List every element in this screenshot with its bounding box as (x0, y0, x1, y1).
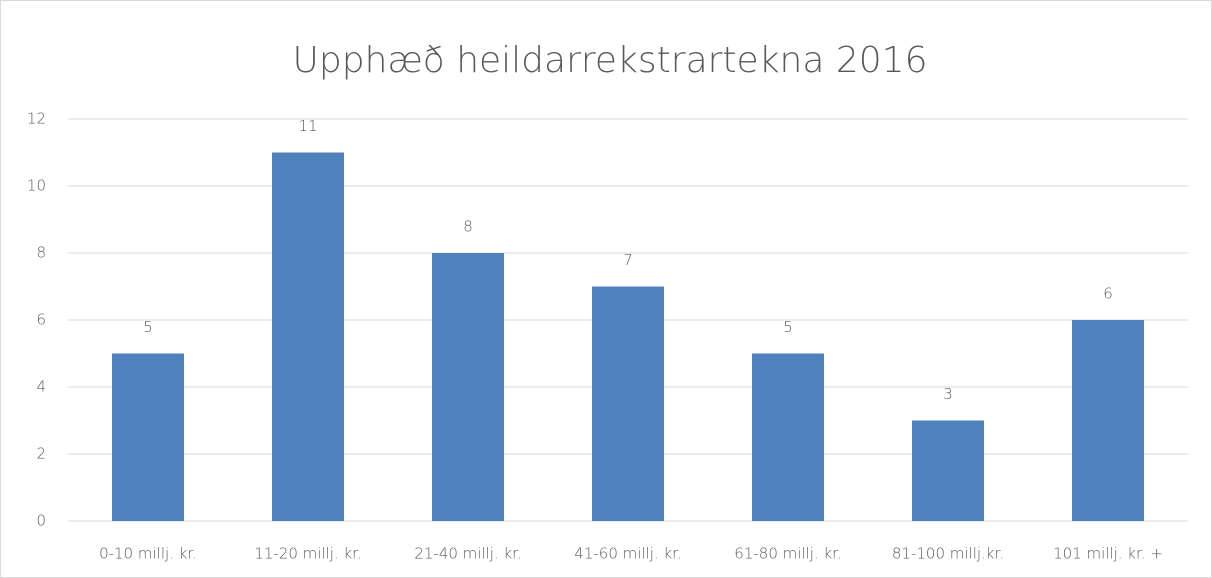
y-tick-label: 12 (27, 110, 46, 128)
y-tick-label: 4 (36, 378, 46, 396)
x-tick-label: 41-60 millj. kr. (574, 545, 681, 563)
y-tick-label: 0 (36, 512, 46, 530)
y-tick-label: 10 (27, 177, 46, 195)
x-tick-label: 11-20 millj. kr. (254, 545, 361, 563)
data-label: 8 (463, 218, 473, 236)
bar (272, 152, 344, 521)
x-tick-label: 0-10 millj. kr. (99, 545, 197, 563)
data-label: 6 (1103, 285, 1113, 303)
x-tick-label: 101 millj. kr. + (1053, 545, 1163, 563)
y-tick-label: 6 (36, 311, 46, 329)
bar (912, 420, 984, 521)
y-tick-label: 2 (36, 445, 46, 463)
x-tick-label: 21-40 millj. kr. (414, 545, 521, 563)
bar (432, 253, 504, 521)
x-tick-label: 81-100 millj.kr. (892, 545, 1004, 563)
chart-title: Upphæð heildarrekstrartekna 2016 (293, 40, 928, 81)
bar (752, 353, 824, 521)
y-tick-label: 8 (36, 244, 46, 262)
bar (112, 353, 184, 521)
data-label: 5 (783, 318, 793, 336)
data-label: 7 (623, 251, 633, 269)
x-tick-label: 61-80 millj. kr. (734, 545, 841, 563)
data-label: 5 (143, 318, 153, 336)
bar (592, 286, 664, 521)
data-label: 11 (298, 117, 317, 135)
data-label: 3 (943, 385, 953, 403)
bar (1072, 320, 1144, 521)
